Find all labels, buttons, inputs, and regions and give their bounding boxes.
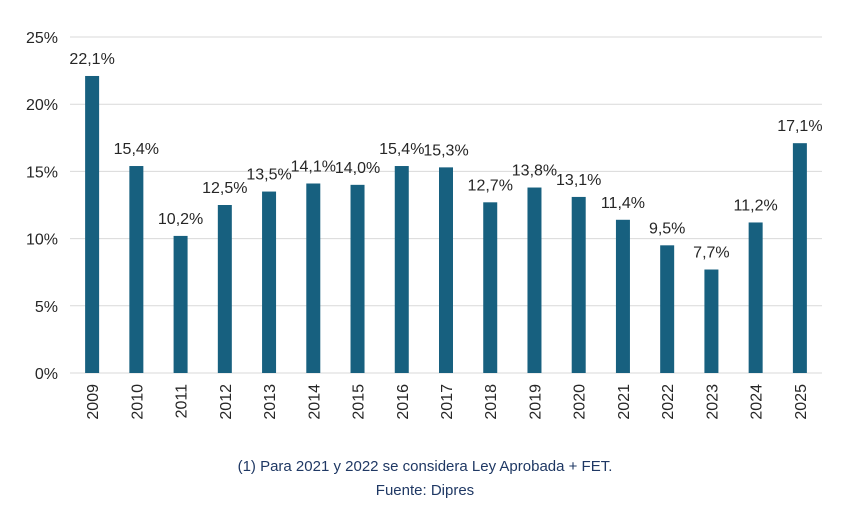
data-label: 15,3% [423, 142, 468, 159]
data-label: 17,1% [777, 118, 822, 135]
data-labels: 22,1% 15,4% 10,2% 12,5%13,5%14,1%14,0% 15,4%… [69, 51, 822, 262]
data-label: 14,1% [291, 158, 336, 175]
data-label: 12,5% [202, 180, 247, 197]
bar [704, 269, 719, 373]
y-tick-label: 5% [35, 299, 58, 316]
x-tick-label: 2025 [793, 384, 810, 420]
data-label: 11,4% [601, 195, 645, 212]
y-tick-label: 25% [26, 30, 58, 47]
data-label: 13,5% [246, 167, 291, 184]
bar [483, 202, 498, 373]
bar [85, 75, 100, 373]
data-label: 12,7% [468, 177, 513, 194]
data-label: 22,1% [69, 51, 114, 68]
x-tick-label: 2022 [660, 384, 677, 420]
x-tick-label: 2014 [306, 384, 323, 420]
bar [615, 219, 630, 373]
y-tick-label: 0% [35, 366, 58, 383]
bar [660, 245, 675, 373]
data-label: 14,0% [335, 160, 380, 177]
x-tick-label: 2019 [527, 384, 544, 420]
data-label: 7,7% [693, 245, 729, 262]
bar [217, 205, 232, 373]
bar [129, 166, 144, 373]
data-label: 15,4% [379, 141, 424, 158]
x-tick-label: 2017 [439, 384, 456, 420]
x-tick-label: 2011 [174, 384, 191, 419]
bar [571, 196, 586, 373]
y-axis: 0% 5% 10% 15% 20% 25% [26, 30, 58, 383]
footnote: (1) Para 2021 y 2022 se considera Ley Ap… [237, 458, 613, 475]
data-label: 9,5% [649, 220, 685, 237]
x-tick-label: 2021 [616, 384, 633, 420]
data-label: 13,8% [512, 163, 557, 180]
data-label: 13,1% [556, 172, 601, 189]
x-tick-label: 2012 [218, 384, 235, 420]
x-tick-label: 2010 [129, 384, 146, 420]
bar [262, 191, 277, 373]
y-tick-label: 15% [26, 164, 58, 181]
bar [527, 187, 542, 373]
bars [85, 75, 807, 373]
data-label: 15,4% [114, 141, 159, 158]
bar-chart: 0%5%10%15%20%25% 22,1%15,4%10,2%12,5%13,… [26, 30, 823, 420]
bar [306, 183, 321, 373]
x-tick-label: 2024 [749, 384, 766, 420]
data-label: 11,2% [734, 197, 778, 214]
data-label: 10,2% [158, 211, 203, 228]
x-axis: 2009 2010 2011 2012 2013 2014 2015 2016 2017 2018… [85, 384, 810, 420]
y-tick-label: 20% [26, 97, 58, 114]
y-tick-label: 10% [26, 232, 58, 249]
bar [748, 222, 763, 373]
x-tick-label: 2015 [351, 384, 368, 420]
bar [350, 184, 365, 373]
x-tick-label: 2023 [704, 384, 721, 420]
x-tick-label: 2018 [483, 384, 500, 420]
source-note: Fuente: Dipres [375, 482, 475, 499]
bar [439, 167, 453, 373]
x-tick-label: 2020 [572, 384, 589, 420]
x-tick-label: 2009 [85, 384, 102, 420]
bar [792, 143, 807, 373]
x-tick-label: 2016 [395, 384, 412, 420]
bar [394, 166, 409, 373]
bar [173, 235, 188, 373]
x-tick-label: 2013 [262, 384, 279, 420]
